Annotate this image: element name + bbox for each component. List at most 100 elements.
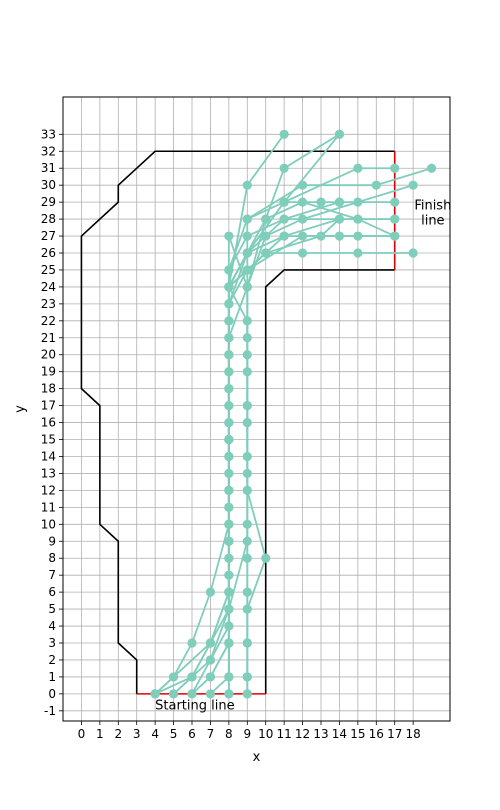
path-point	[316, 197, 326, 207]
y-tick-label: 24	[41, 280, 56, 294]
path-point	[279, 163, 289, 173]
path-point	[242, 231, 252, 241]
x-tick-label: 1	[96, 727, 104, 741]
path-point	[242, 367, 252, 377]
y-tick-label: 31	[41, 161, 56, 175]
path-point	[224, 350, 234, 360]
path-point	[242, 180, 252, 190]
path-point	[224, 333, 234, 343]
y-tick-label: 29	[41, 195, 56, 209]
path-point	[261, 231, 271, 241]
path-point	[334, 214, 345, 224]
path-point	[242, 350, 252, 360]
y-tick-label: 25	[41, 263, 56, 277]
path-point	[187, 672, 197, 682]
path-point	[297, 214, 308, 224]
path-point	[371, 180, 381, 190]
x-tick-label: 13	[313, 727, 328, 741]
path-point	[242, 638, 252, 648]
path-point	[261, 553, 271, 563]
path-point	[390, 231, 400, 241]
y-tick-label: -1	[44, 704, 56, 718]
path-point	[408, 248, 418, 258]
y-tick-label: 15	[41, 433, 56, 447]
path-point	[334, 231, 345, 241]
path-point	[334, 129, 345, 139]
path-line	[227, 218, 341, 677]
path-point	[224, 282, 234, 292]
path-point	[224, 502, 234, 512]
y-tick-label: 26	[41, 246, 56, 260]
path-point	[224, 587, 234, 597]
path-line	[154, 235, 395, 695]
path-point	[224, 485, 234, 495]
path-point	[390, 214, 400, 224]
path-point	[205, 672, 216, 682]
plot-frame	[62, 96, 451, 722]
path-point	[297, 231, 308, 241]
path-point	[224, 299, 234, 309]
path-point	[224, 672, 234, 682]
path-point	[426, 163, 437, 173]
y-tick-label: 30	[41, 178, 56, 192]
path-point	[168, 672, 179, 682]
path-point	[242, 536, 252, 546]
y-tick-label: 28	[41, 212, 56, 226]
path-line	[227, 133, 285, 694]
path-point	[205, 587, 216, 597]
y-tick-label: 9	[48, 534, 56, 548]
x-tick-label: 7	[207, 727, 215, 741]
path-point	[224, 536, 234, 546]
path-point	[261, 248, 271, 258]
y-tick-label: 13	[41, 466, 56, 480]
path-point	[242, 485, 252, 495]
y-tick-label: 27	[41, 229, 56, 243]
y-tick-label: 22	[41, 314, 56, 328]
trajectory-paths	[150, 129, 437, 699]
path-point	[187, 638, 197, 648]
path-point	[224, 265, 234, 275]
x-tick-label: 9	[243, 727, 251, 741]
x-tick-label: 8	[225, 727, 233, 741]
path-point	[316, 231, 326, 241]
path-point	[224, 621, 234, 631]
x-axis-label: x	[253, 750, 261, 765]
x-tick-label: 11	[277, 727, 292, 741]
path-point	[242, 316, 252, 326]
path-point	[242, 401, 252, 411]
path-point	[224, 468, 234, 479]
path-point	[187, 689, 197, 699]
path-point	[224, 451, 234, 462]
path-point	[205, 638, 216, 648]
path-point	[205, 689, 216, 699]
y-tick-label: 6	[48, 585, 56, 599]
y-tick-label: 4	[48, 619, 56, 633]
path-point	[224, 417, 234, 428]
path-point	[224, 553, 234, 563]
path-point	[168, 689, 179, 699]
annotation: Finish line	[414, 199, 451, 229]
y-tick-label: 1	[48, 670, 56, 684]
x-tick-label: 18	[406, 727, 421, 741]
path-point	[334, 197, 345, 207]
path-point	[242, 265, 252, 275]
path-point	[297, 248, 308, 258]
path-point	[224, 604, 234, 614]
x-tick-label: 2	[114, 727, 122, 741]
y-tick-label: 11	[41, 500, 56, 514]
path-point	[224, 638, 234, 648]
path-point	[150, 689, 160, 699]
path-point	[353, 248, 363, 258]
annotations: Starting line Finish line	[155, 199, 451, 714]
path-point	[242, 587, 252, 597]
y-tick-label: 19	[41, 365, 56, 379]
path-point	[242, 248, 252, 258]
path-point	[353, 163, 363, 173]
y-tick-label: 14	[41, 449, 56, 463]
y-tick-label: 32	[41, 144, 56, 158]
y-tick-label: 5	[48, 602, 56, 616]
y-tick-label: 20	[41, 348, 56, 362]
y-axis-ticks: -101234567891011121314151617181920212223…	[41, 127, 63, 718]
path-point	[390, 197, 400, 207]
grid	[63, 97, 450, 721]
